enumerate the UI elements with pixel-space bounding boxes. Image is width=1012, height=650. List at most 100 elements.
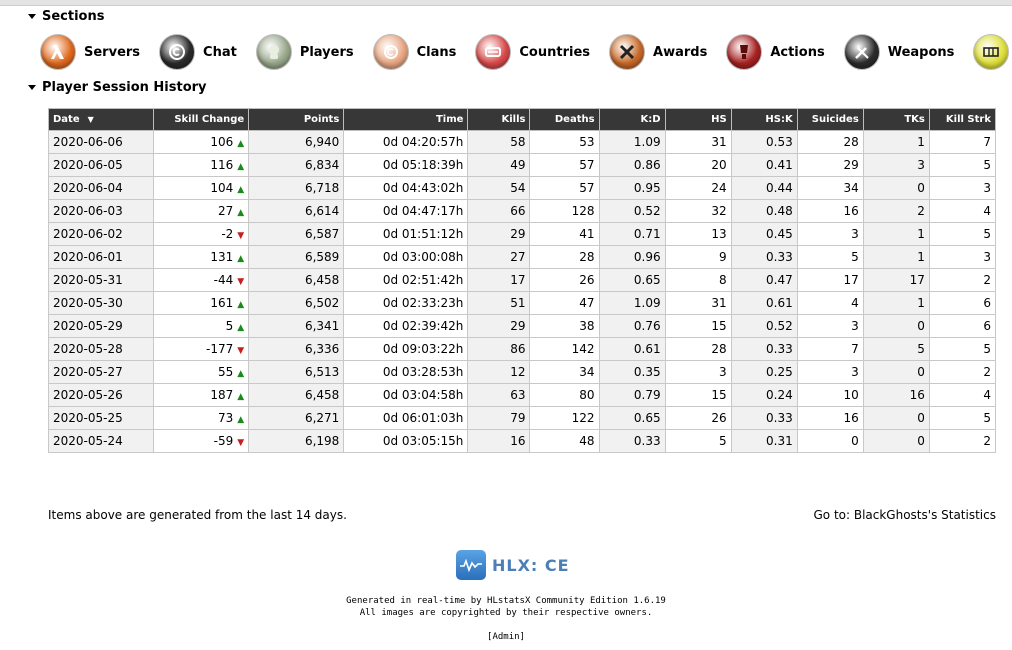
collapse-triangle-icon[interactable] <box>28 85 36 90</box>
nav-label[interactable]: Clans <box>416 44 457 60</box>
sort-desc-icon: ▼ <box>87 115 94 124</box>
clans-icon[interactable] <box>372 34 409 70</box>
cell-kills: 16 <box>467 429 531 453</box>
weapons-icon[interactable] <box>843 34 880 70</box>
cell-streak: 3 <box>928 245 997 269</box>
session-history-table: Date ▼ Skill Change Points Time Kills Deaths K:… <box>47 108 997 453</box>
generated-text: Generated in real-time by HLstatsX Commu… <box>346 596 666 606</box>
arrow-up-icon: ▲ <box>237 415 245 425</box>
cell-suicides: 29 <box>796 153 864 177</box>
skill-value: 131 <box>210 250 234 264</box>
table-row: 2020-05-24 -59 ▼ 6,198 0d 03:05:15h 16 48 0.33 5… <box>47 429 997 453</box>
column-header-hs[interactable]: HS <box>664 108 732 131</box>
column-header-deaths[interactable]: Deaths <box>529 108 600 131</box>
admin-link[interactable]: [Admin] <box>487 632 525 642</box>
cell-kd: 0.79 <box>598 383 666 407</box>
nav-label[interactable]: Chat <box>203 44 237 60</box>
nav-item-awards[interactable]: Awards <box>609 34 707 70</box>
table-row: 2020-05-31 -44 ▼ 6,458 0d 02:51:42h 17 26 0.65 8… <box>47 268 997 292</box>
half-life-lambda-icon[interactable] <box>40 34 76 70</box>
cell-kd: 0.52 <box>598 199 666 223</box>
nav-item-players[interactable]: Players <box>255 34 354 70</box>
cell-kills: 54 <box>467 176 531 200</box>
actions-icon[interactable] <box>726 34 763 70</box>
nav-item-clans[interactable]: Clans <box>372 34 457 70</box>
cell-skill: 73 ▲ <box>153 406 250 430</box>
cell-date: 2020-05-25 <box>47 406 155 430</box>
nav-item-servers[interactable]: Servers <box>40 34 140 70</box>
cell-suicides: 0 <box>796 429 864 453</box>
column-header-tks[interactable]: TKs <box>862 108 930 131</box>
cell-kd: 0.76 <box>598 314 666 338</box>
cell-points: 6,341 <box>248 314 345 338</box>
skill-value: -2 <box>221 227 234 241</box>
cell-deaths: 26 <box>529 268 600 292</box>
goto-statistics-link[interactable]: Go to: BlackGhosts's Statistics <box>813 508 996 522</box>
maps-icon[interactable] <box>973 34 1010 70</box>
cell-date: 2020-05-26 <box>47 383 155 407</box>
awards-icon[interactable] <box>609 34 646 70</box>
cell-time: 0d 02:39:42h <box>343 314 469 338</box>
skill-value: 73 <box>218 411 234 425</box>
cell-skill: 116 ▲ <box>153 153 250 177</box>
cell-streak: 4 <box>928 383 997 407</box>
cell-points: 6,587 <box>248 222 345 246</box>
arrow-up-icon: ▲ <box>237 185 245 195</box>
column-header-kill-strk[interactable]: Kill Strk <box>928 108 997 131</box>
cell-suicides: 3 <box>796 314 864 338</box>
cell-tks: 2 <box>862 199 930 223</box>
cell-kd: 0.35 <box>598 360 666 384</box>
cell-time: 0d 03:04:58h <box>343 383 469 407</box>
column-header-skill-change[interactable]: Skill Change <box>153 108 250 131</box>
cell-hsk: 0.47 <box>730 268 798 292</box>
nav-label[interactable]: Players <box>299 44 354 60</box>
collapse-triangle-icon[interactable] <box>28 14 36 19</box>
cell-hs: 15 <box>664 383 732 407</box>
table-row: 2020-05-28 -177 ▼ 6,336 0d 09:03:22h 86 142 0.6… <box>47 337 997 361</box>
table-body: 2020-06-06 106 ▲ 6,940 0d 04:20:57h 58 53 1.09 3… <box>47 130 997 453</box>
nav-label[interactable]: Awards <box>653 44 708 60</box>
cell-kd: 0.71 <box>598 222 666 246</box>
skill-value: 5 <box>225 319 234 333</box>
cell-deaths: 53 <box>529 130 600 154</box>
cell-hsk: 0.41 <box>730 153 798 177</box>
arrow-up-icon: ▲ <box>237 254 245 264</box>
nav-label[interactable]: Countries <box>519 44 591 60</box>
cell-suicides: 10 <box>796 383 864 407</box>
cell-hsk: 0.45 <box>730 222 798 246</box>
skill-value: 106 <box>210 135 234 149</box>
cell-skill: 5 ▲ <box>153 314 250 338</box>
column-header-kills[interactable]: Kills <box>467 108 531 131</box>
column-header-points[interactable]: Points <box>248 108 345 131</box>
nav-label[interactable]: Weapons <box>887 44 955 60</box>
nav-item-weapons[interactable]: Weapons <box>843 34 955 70</box>
nav-label[interactable]: Servers <box>84 44 141 60</box>
cell-date: 2020-05-31 <box>47 268 155 292</box>
cell-skill: -2 ▼ <box>153 222 250 246</box>
cell-kills: 17 <box>467 268 531 292</box>
cell-tks: 17 <box>862 268 930 292</box>
history-heading[interactable]: Player Session History <box>28 80 207 95</box>
nav-item-actions[interactable]: Actions <box>726 34 825 70</box>
player-head-icon[interactable] <box>255 34 292 70</box>
nav-item-chat[interactable]: Chat <box>159 34 237 70</box>
column-header-suicides[interactable]: Suicides <box>796 108 864 131</box>
cell-kills: 27 <box>467 245 531 269</box>
sections-heading[interactable]: Sections <box>28 9 104 24</box>
top-bar <box>0 0 1012 6</box>
cell-suicides: 4 <box>796 291 864 315</box>
column-header-date[interactable]: Date ▼ <box>47 108 155 131</box>
cell-time: 0d 02:51:42h <box>343 268 469 292</box>
column-header-hs-k[interactable]: HS:K <box>730 108 798 131</box>
cell-hs: 20 <box>664 153 732 177</box>
cell-kills: 12 <box>467 360 531 384</box>
nav-item-maps[interactable]: Maps <box>973 34 1012 70</box>
hlx-ce-logo[interactable]: HLX: CE <box>456 550 570 580</box>
nav-item-countries[interactable]: Countries <box>475 34 590 70</box>
countries-icon[interactable] <box>475 34 512 70</box>
column-header-time[interactable]: Time <box>343 108 469 131</box>
arrow-down-icon: ▼ <box>237 438 245 448</box>
nav-label[interactable]: Actions <box>770 44 825 60</box>
chat-icon[interactable] <box>159 34 196 70</box>
column-header-k-d[interactable]: K:D <box>598 108 666 131</box>
